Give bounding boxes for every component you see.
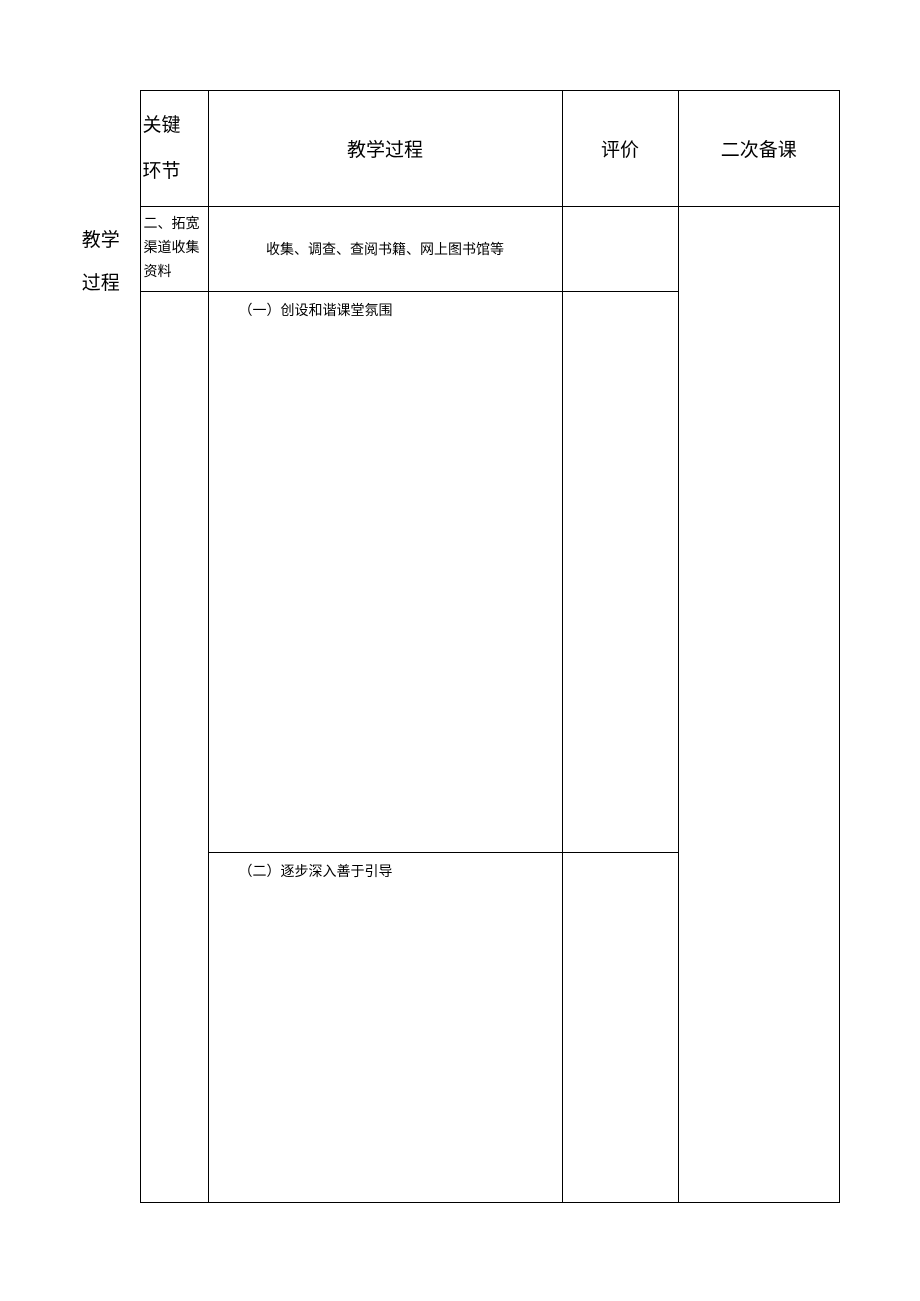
sidebar-label: 教学 过程 <box>62 219 140 306</box>
sidebar-label-cell: 教学 过程 <box>60 91 140 1203</box>
header-teaching-process: 教学过程 <box>208 91 562 207</box>
lesson-plan-table: 教学 过程 关键 环节 教学过程 评价 二次备课 二、拓宽渠道收集资料 收集、调… <box>60 90 840 1203</box>
row3-process: （一）创设和谐课堂氛围 <box>208 291 562 852</box>
header-evaluation: 评价 <box>562 91 678 207</box>
row2-evaluation <box>562 207 678 291</box>
row4-process: （二）逐步深入善于引导 <box>208 852 562 1202</box>
row2-second <box>678 207 840 1202</box>
row2-process: 收集、调查、查阅书籍、网上图书馆等 <box>208 207 562 291</box>
content-row-2: 二、拓宽渠道收集资料 收集、调查、查阅书籍、网上图书馆等 <box>60 207 840 291</box>
row3-evaluation <box>562 291 678 852</box>
row2-key: 二、拓宽渠道收集资料 <box>140 207 208 291</box>
header-key-stage: 关键 环节 <box>140 91 208 207</box>
header-second-prep: 二次备课 <box>678 91 840 207</box>
row4-evaluation <box>562 852 678 1202</box>
row3-key <box>140 291 208 1202</box>
header-row: 教学 过程 关键 环节 教学过程 评价 二次备课 <box>60 91 840 207</box>
